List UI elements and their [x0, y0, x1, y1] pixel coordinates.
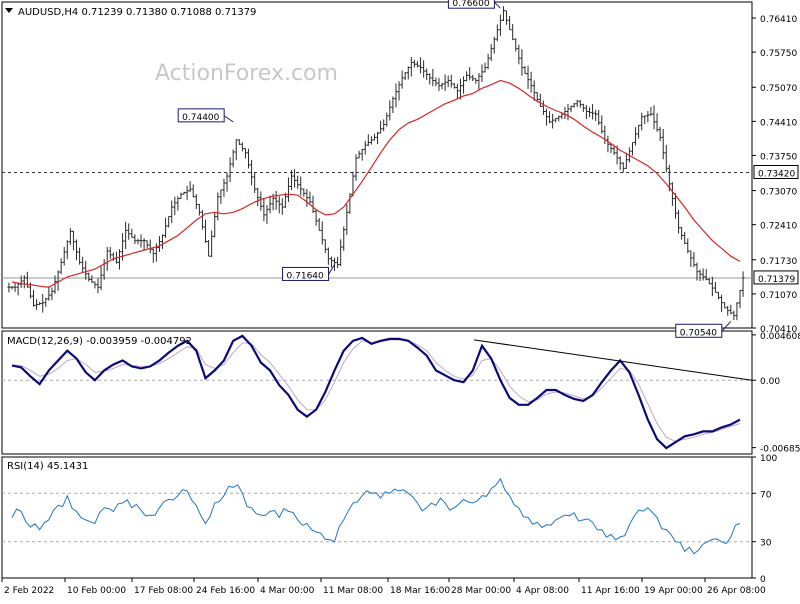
- price-pane-title: AUDUSD,H4 0.71239 0.71380 0.71088 0.7137…: [18, 7, 256, 18]
- x-tick-label: 4 Apr 08:00: [516, 586, 569, 596]
- rsi-tick-label: 0: [760, 575, 766, 585]
- watermark: ActionForex.com: [155, 61, 338, 86]
- price-tick-label: 0.71730: [760, 257, 797, 267]
- x-tick-label: 26 Apr 08:00: [707, 586, 766, 596]
- x-tick-label: 10 Feb 00:00: [67, 586, 126, 596]
- x-tick-label: 17 Feb 08:00: [134, 586, 193, 596]
- pane-frame-2: [1, 456, 753, 579]
- price-callout-box: [177, 108, 225, 123]
- price-callout-label: 0.74400: [182, 113, 219, 123]
- price-tick-label: 0.71070: [760, 291, 797, 301]
- macd-line: [11, 334, 741, 450]
- macd-tick-label: 0.004608: [760, 332, 800, 342]
- price-tick-label: 0.74410: [760, 118, 797, 128]
- pane-frame-0: [1, 1, 753, 329]
- price-tag-box: [753, 164, 799, 179]
- price-callout-label: 0.76600: [452, 0, 489, 9]
- price-tick-label: 0.76410: [760, 15, 797, 25]
- rsi-tick-label: 70: [760, 490, 772, 500]
- price-tick-label: 0.73070: [760, 188, 797, 198]
- macd-tick-label: -0.006853: [760, 445, 800, 455]
- macd-tick-label: 0.00: [760, 377, 780, 387]
- price-tag-box: [753, 270, 799, 285]
- x-tick-label: 19 Apr 00:00: [644, 586, 703, 596]
- macd-pane-title: MACD(12,26,9) -0.003959 -0.004792: [7, 336, 192, 347]
- price-callout-label: 0.71640: [287, 271, 324, 281]
- price-tag-label: 0.73420: [758, 169, 795, 179]
- x-tick-label: 4 Mar 00:00: [260, 586, 315, 596]
- x-tick-label: 11 Mar 08:00: [323, 586, 383, 596]
- rsi-tick-label: 100: [760, 454, 777, 464]
- x-tick-label: 18 Mar 16:00: [390, 586, 450, 596]
- price-tick-label: 0.75750: [760, 49, 797, 59]
- x-tick-label: 24 Feb 16:00: [196, 586, 255, 596]
- price-tick-label: 0.72410: [760, 222, 797, 232]
- price-callout-leader: [328, 264, 335, 275]
- price-tick-label: 0.73750: [760, 152, 797, 162]
- moving-average-line: [11, 79, 741, 288]
- price-tick-label: 0.75070: [760, 84, 797, 94]
- rsi-tick-label: 30: [760, 539, 772, 549]
- x-tick-label: 28 Mar 00:00: [451, 586, 511, 596]
- price-callout-leader: [494, 1, 501, 9]
- price-callout-box: [447, 0, 495, 9]
- price-callout-leader: [223, 115, 234, 123]
- price-callout-label: 0.70540: [680, 328, 717, 338]
- price-tick-label: 0.70410: [760, 325, 797, 335]
- x-tick-label: 11 Apr 16:00: [581, 586, 640, 596]
- macd-trendline: [473, 339, 753, 381]
- price-callout-leader: [721, 320, 732, 332]
- pane-frame-1: [1, 330, 753, 455]
- rsi-line: [11, 477, 741, 555]
- x-tick-label: 2 Feb 2022: [4, 586, 54, 596]
- price-tag-label: 0.71379: [758, 275, 795, 285]
- chart-menu-triangle-icon: [5, 8, 13, 13]
- rsi-pane-title: RSI(14) 45.1431: [7, 461, 88, 472]
